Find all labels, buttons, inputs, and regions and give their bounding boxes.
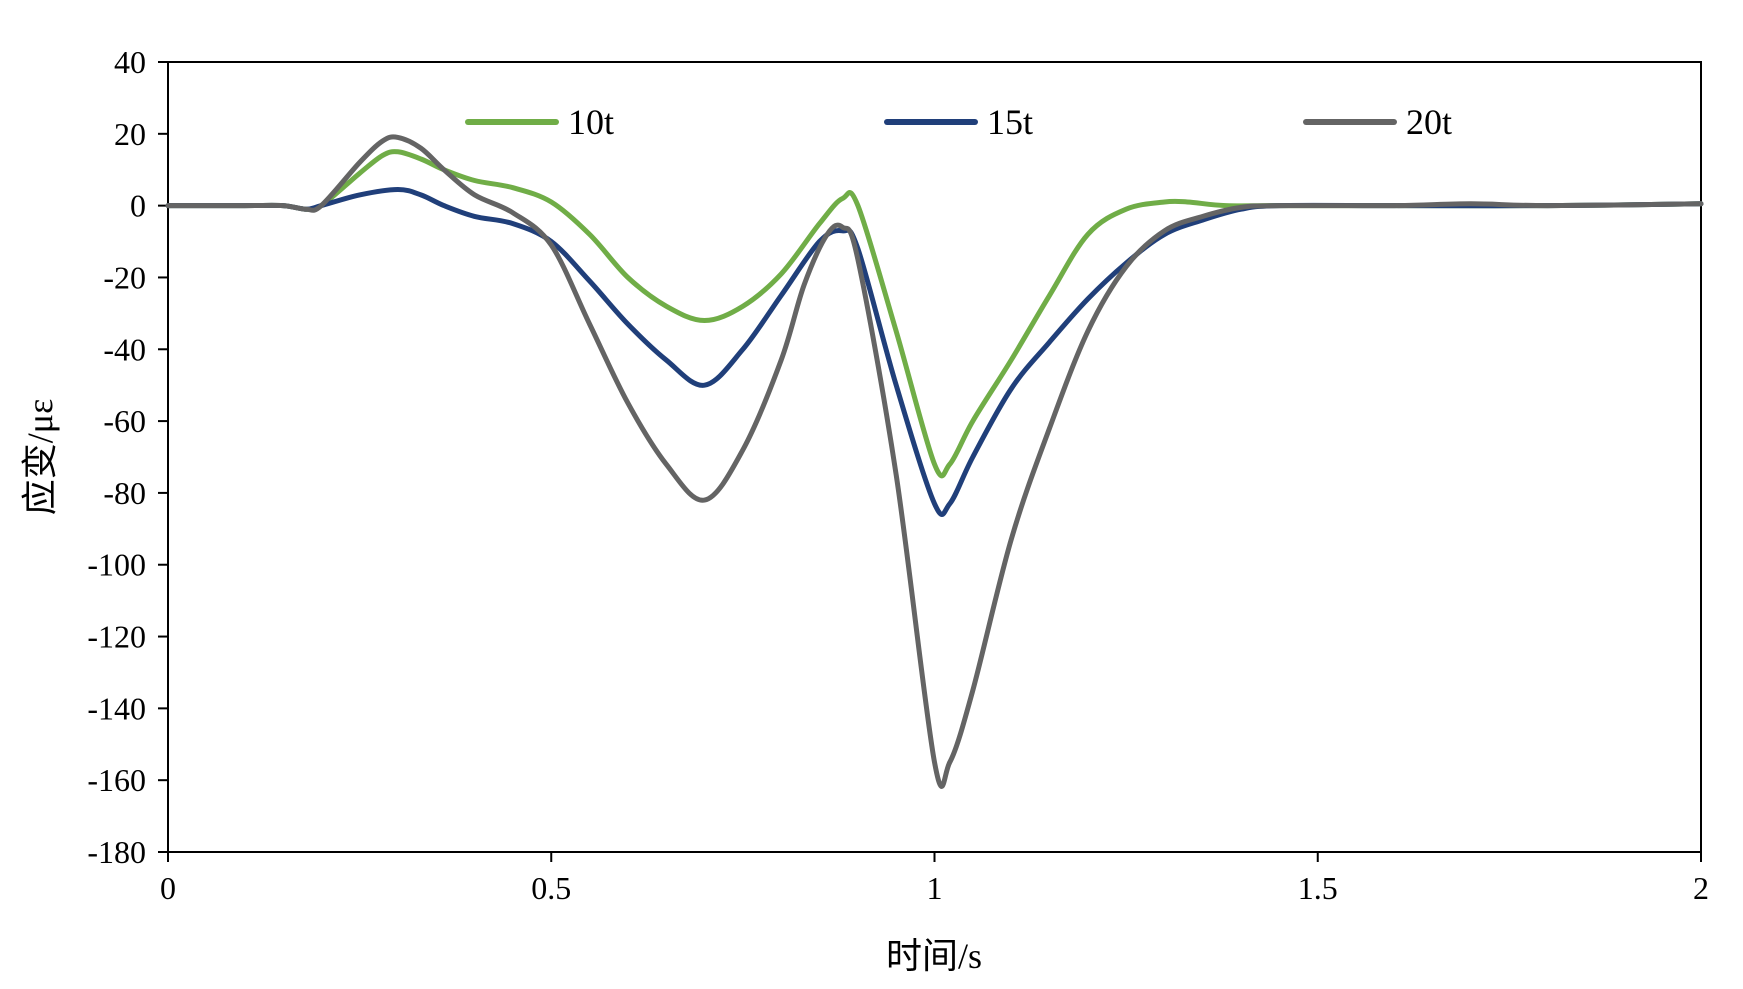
y-tick-label: -100 — [87, 547, 146, 583]
y-tick-label: 40 — [114, 44, 146, 80]
y-tick-label: -140 — [87, 690, 146, 726]
y-axis-title: 应变/με — [20, 399, 60, 515]
y-tick-label: -80 — [103, 475, 146, 511]
legend-label-20t: 20t — [1406, 102, 1452, 142]
x-axis-title: 时间/s — [886, 936, 982, 976]
y-tick-label: -120 — [87, 619, 146, 655]
y-tick-label: -180 — [87, 834, 146, 870]
x-axis-ticks: 0 0.5 1 1.5 2 — [160, 852, 1709, 906]
legend: 10t 15t 20t — [465, 102, 1452, 142]
series-line-20t — [165, 134, 1704, 789]
x-tick-label: 2 — [1693, 870, 1709, 906]
x-tick-label: 0 — [160, 870, 176, 906]
x-tick-label: 0.5 — [531, 870, 571, 906]
series-lines — [165, 134, 1704, 789]
y-tick-label: -60 — [103, 403, 146, 439]
y-tick-label: -20 — [103, 259, 146, 295]
x-tick-label: 1.5 — [1298, 870, 1338, 906]
legend-label-15t: 15t — [987, 102, 1033, 142]
y-tick-label: -160 — [87, 762, 146, 798]
y-tick-label: 20 — [114, 116, 146, 152]
y-tick-label: -40 — [103, 331, 146, 367]
series-line-10t — [165, 149, 1704, 479]
y-axis-ticks: 40 20 0 -20 -40 -60 -80 -100 -120 -140 -160 -180 — [87, 44, 168, 870]
y-tick-label: 0 — [130, 188, 146, 224]
x-tick-label: 1 — [927, 870, 943, 906]
legend-label-10t: 10t — [568, 102, 614, 142]
